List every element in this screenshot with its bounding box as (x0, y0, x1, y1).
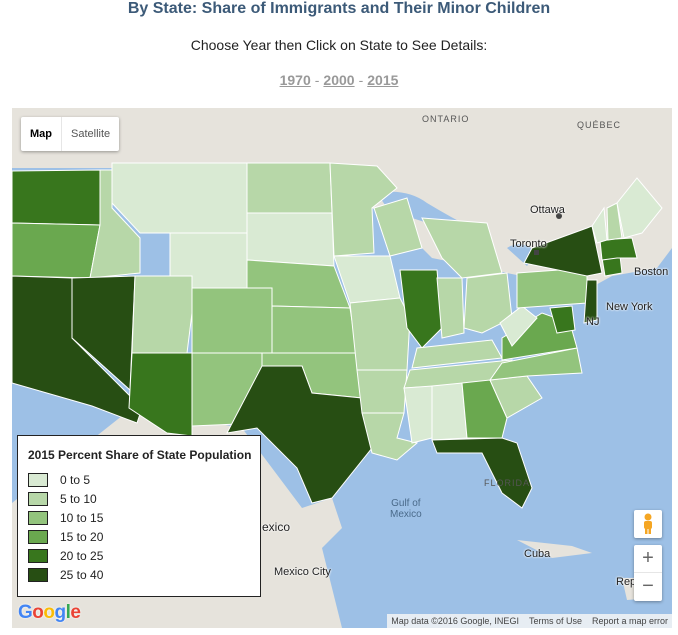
street-view-pegman[interactable] (634, 510, 662, 538)
label-ottawa: Ottawa (530, 204, 565, 216)
state-south-dakota[interactable] (246, 212, 335, 267)
label-ontario: ONTARIO (422, 114, 470, 124)
toronto-marker (534, 250, 539, 255)
state-montana[interactable] (111, 162, 248, 234)
label-mexico-city: Mexico City (274, 566, 331, 578)
label-florida: FLORIDA (484, 478, 531, 488)
state-florida[interactable] (431, 437, 533, 509)
legend-label: 5 to 10 (60, 492, 97, 506)
satellite-view-button[interactable]: Satellite (61, 117, 119, 151)
state-maine[interactable] (616, 177, 663, 239)
state-utah[interactable] (131, 275, 193, 354)
map-data-text: Map data ©2016 Google, INEGI (391, 616, 519, 626)
legend-item: 25 to 40 (28, 568, 103, 582)
state-indiana[interactable] (436, 277, 465, 339)
map-view-button[interactable]: Map (30, 128, 52, 140)
legend-label: 25 to 40 (60, 568, 104, 582)
legend-swatch (28, 492, 48, 506)
state-wisconsin[interactable] (373, 197, 423, 257)
legend-swatch (28, 511, 48, 525)
legend-label: 10 to 15 (60, 511, 104, 525)
terms-of-use-link[interactable]: Terms of Use (528, 616, 582, 626)
zoom-control: + − (634, 545, 662, 601)
legend-swatch (28, 473, 48, 487)
state-mississippi[interactable] (403, 385, 433, 444)
label-quebec: QUÉBEC (577, 120, 622, 130)
label-new-york: New York (606, 301, 653, 313)
legend-title: 2015 Percent Share of State Population (28, 448, 252, 462)
state-arkansas[interactable] (356, 369, 408, 414)
label-boston: Boston (634, 266, 669, 278)
label-nj: NJ (586, 316, 600, 328)
label-mexico: exico (262, 520, 291, 534)
instruction-text: Choose Year then Click on State to See D… (190, 37, 488, 53)
year-selector: 1970-2000-2015 (0, 72, 678, 88)
year-separator: - (314, 72, 320, 88)
state-west-virginia[interactable] (499, 305, 538, 347)
page-title: By State: Share of Immigrants and Their … (127, 0, 551, 17)
state-colorado[interactable] (191, 287, 273, 354)
legend-label: 0 to 5 (60, 473, 91, 487)
report-map-error-link[interactable]: Report a map error (591, 616, 668, 626)
legend-item: 20 to 25 (28, 549, 103, 563)
legend-swatch (28, 549, 48, 563)
state-illinois[interactable] (399, 269, 443, 349)
map-type-control: Map Satellite (21, 117, 120, 151)
legend-swatch (28, 568, 48, 582)
map-attribution: Map data ©2016 Google, INEGI Terms of Us… (387, 614, 672, 628)
ottawa-marker (556, 213, 562, 219)
year-link-1970[interactable]: 1970 (279, 72, 311, 88)
state-new-hampshire[interactable] (606, 202, 623, 241)
map-container[interactable]: ONTARIO QUÉBEC Ottawa Toronto Boston New… (12, 108, 672, 628)
state-kansas[interactable] (271, 305, 358, 354)
state-new-jersey[interactable] (583, 279, 598, 324)
legend-item: 0 to 5 (28, 473, 90, 487)
state-washington[interactable] (12, 169, 101, 226)
state-ohio[interactable] (463, 272, 513, 334)
year-link-2000[interactable]: 2000 (323, 72, 355, 88)
legend-item: 5 to 10 (28, 492, 97, 506)
year-link-2015[interactable]: 2015 (367, 72, 399, 88)
legend-label: 15 to 20 (60, 530, 104, 544)
state-michigan[interactable] (421, 217, 503, 279)
state-oregon[interactable] (12, 222, 101, 279)
state-vermont[interactable] (591, 206, 608, 244)
state-north-dakota[interactable] (246, 162, 333, 214)
label-toronto: Toronto (510, 238, 547, 250)
legend-label: 20 to 25 (60, 549, 104, 563)
state-georgia[interactable] (461, 379, 508, 439)
state-texas[interactable] (226, 365, 373, 504)
map-legend: 2015 Percent Share of State Population 0… (17, 435, 261, 597)
state-alabama[interactable] (431, 382, 468, 441)
google-logo[interactable]: Google (18, 602, 81, 623)
zoom-out-button[interactable]: − (642, 575, 654, 597)
label-gulf-of-mexico: Gulf of Mexico (390, 498, 422, 520)
legend-item: 10 to 15 (28, 511, 103, 525)
cuba-land (517, 540, 592, 558)
state-maryland[interactable] (549, 305, 576, 334)
state-arizona[interactable] (128, 352, 193, 437)
legend-swatch (28, 530, 48, 544)
pegman-icon (644, 513, 652, 534)
state-massachusetts[interactable] (599, 237, 638, 261)
legend-item: 15 to 20 (28, 530, 103, 544)
label-republic: Rep (616, 576, 637, 588)
year-separator: - (358, 72, 364, 88)
state-missouri[interactable] (349, 297, 411, 371)
label-cuba: Cuba (524, 548, 551, 560)
state-louisiana[interactable] (361, 412, 419, 461)
zoom-in-button[interactable]: + (634, 545, 662, 573)
